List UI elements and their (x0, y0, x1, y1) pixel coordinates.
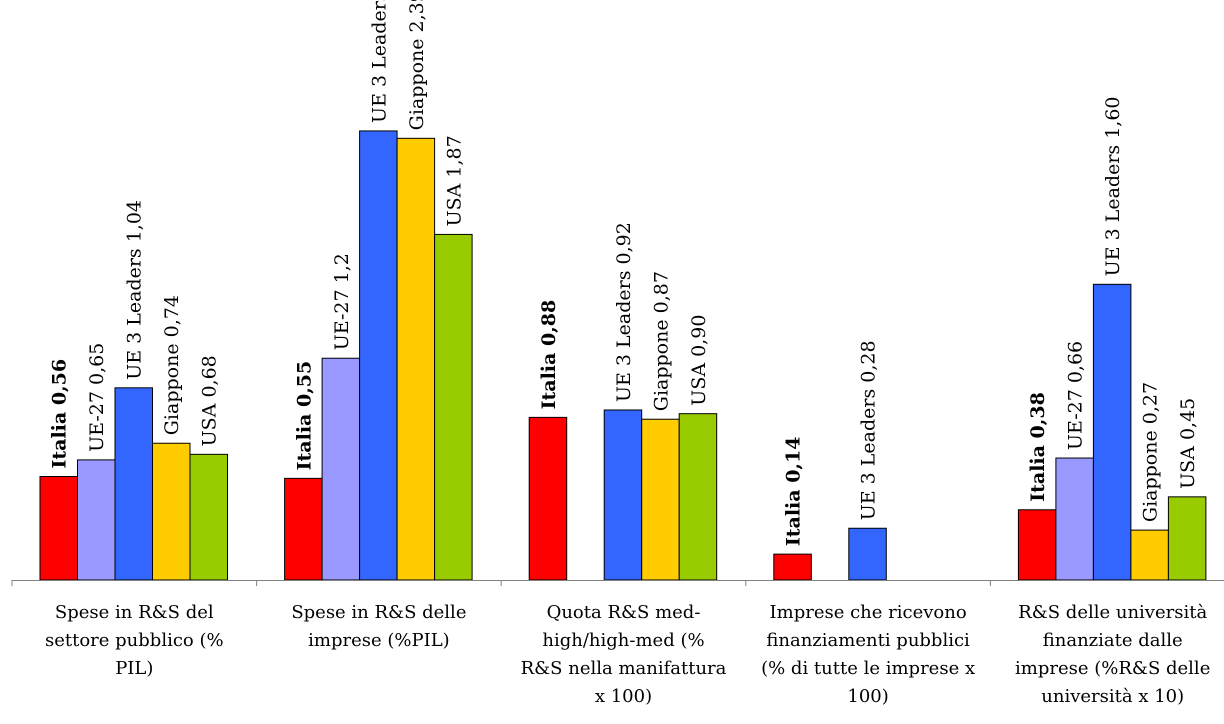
category-label-line: imprese (%R&S delle (1015, 658, 1210, 679)
data-label: USA 0,45 (1177, 398, 1199, 489)
bar-usa (434, 233, 473, 581)
bar-giappone (1130, 529, 1169, 581)
category-label: Quota R&S med-high/high-med (% R&S nella … (521, 602, 727, 707)
bar-italia (1017, 509, 1057, 581)
data-label: Giappone 2,39 (406, 0, 428, 130)
category-label: R&S delle università finanziate dalle impr… (1015, 602, 1210, 707)
category-label-line: x 100) (595, 686, 652, 707)
category-labels-layer: Spese in R&S del settore pubblico (% PIL)S… (45, 602, 1210, 707)
data-label: Italia 0,88 (538, 300, 560, 410)
data-label: Giappone 0,74 (161, 295, 183, 435)
bars-layer (39, 130, 1207, 581)
bar-usa (189, 453, 228, 581)
category-label: Spese in R&S delle imprese (%PIL) (291, 602, 466, 651)
bar-ue-3-leaders (1092, 283, 1132, 581)
data-label: UE-27 0,65 (86, 343, 108, 452)
data-label: Giappone 0,87 (650, 271, 672, 411)
category-label-line: (% di tutte le imprese x (761, 658, 975, 679)
data-label: UE-27 1,2 (331, 253, 353, 350)
data-label: UE-27 0,66 (1065, 341, 1087, 450)
data-label: USA 1,87 (443, 135, 465, 226)
category-label-line: R&S nella manifattura (521, 658, 727, 679)
data-label: UE 3 Leaders 0,92 (613, 222, 635, 402)
category-label-line: finanziate dalle (1043, 630, 1183, 651)
data-label: UE 3 Leaders 1,04 (124, 200, 146, 380)
data-label: Italia 0,56 (49, 359, 71, 469)
data-label: UE 3 Leaders 1,60 (1102, 96, 1124, 276)
data-label: USA 0,90 (688, 315, 710, 406)
data-label: UE 3 Leaders 0,28 (858, 340, 880, 520)
bar-ue-3-leaders (114, 387, 153, 581)
category-label-line: Spese in R&S del (55, 602, 214, 623)
category-label-line: settore pubblico (% (45, 630, 224, 651)
category-label-line: Quota R&S med- (547, 602, 701, 623)
data-label: UE 3 Leaders 2,43 (368, 0, 390, 123)
bar-giappone (152, 442, 191, 581)
bar-ue-27 (77, 459, 116, 581)
category-label-line: imprese (%PIL) (308, 630, 450, 651)
data-label: USA 0,68 (199, 355, 221, 446)
data-label: Italia 0,55 (293, 361, 315, 471)
bar-usa (1167, 496, 1207, 581)
bar-italia (39, 476, 78, 581)
data-label: Italia 0,14 (783, 437, 805, 547)
category-label-line: 100) (847, 686, 888, 707)
bar-italia (528, 416, 568, 581)
x-axis-ticks (11, 580, 991, 586)
bar-italia (773, 553, 812, 581)
category-label-line: R&S delle università (1018, 602, 1207, 623)
category-label-line: Spese in R&S delle (291, 602, 466, 623)
bar-ue-27 (321, 357, 361, 581)
bar-italia (284, 477, 323, 581)
category-label-line: high/high-med (% (542, 630, 704, 651)
bar-giappone (641, 418, 680, 581)
bar-usa (678, 413, 718, 581)
bar-ue-27 (1055, 457, 1094, 581)
bar-ue-3-leaders (359, 130, 398, 581)
bar-ue-3-leaders (603, 409, 643, 581)
data-label: Giappone 0,27 (1140, 382, 1162, 522)
category-label-line: università x 10) (1041, 686, 1184, 707)
bar-ue-3-leaders (848, 527, 887, 581)
category-label-line: finanziamenti pubblici (766, 630, 970, 651)
bar-labels-layer: Italia 0,56 UE-27 0,65 UE 3 Leaders 1,04 Gi… (49, 0, 1199, 546)
data-label: Italia 0,38 (1027, 392, 1049, 502)
category-label: Spese in R&S del settore pubblico (% PIL) (45, 602, 224, 679)
category-label-line: PIL) (115, 658, 153, 679)
category-label-line: Imprese che ricevono (770, 602, 967, 623)
category-label: Imprese che ricevono finanziamenti pubbli… (761, 602, 975, 707)
bar-giappone (396, 137, 436, 581)
